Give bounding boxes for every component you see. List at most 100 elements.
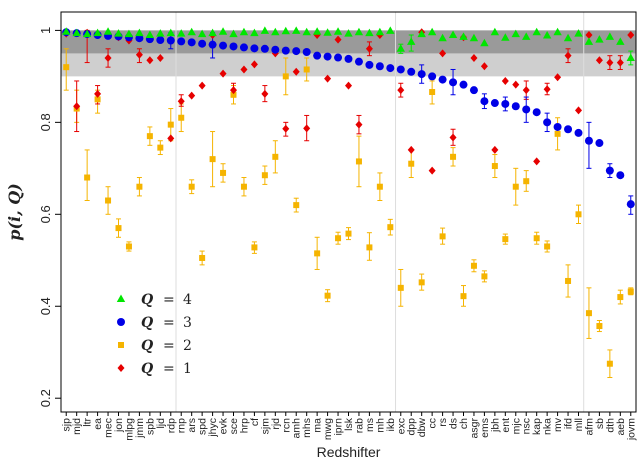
point-q3-dpp bbox=[407, 67, 416, 76]
point-q3-mv bbox=[553, 122, 562, 131]
point-q3-ikb bbox=[386, 64, 395, 73]
point-q4-sjm bbox=[260, 26, 270, 34]
legend: Q = 4 Q = 3 Q = 2 Q = 1 bbox=[116, 292, 192, 377]
point-q2-dth bbox=[606, 360, 613, 367]
point-q4-jmm bbox=[135, 28, 144, 37]
point-q2-mh bbox=[376, 183, 383, 190]
x-tick-label-sjp: sjp bbox=[61, 418, 73, 432]
point-q4-ms bbox=[365, 28, 374, 37]
point-q2-ch bbox=[460, 293, 467, 300]
point-q4-hrp bbox=[239, 27, 249, 36]
point-q1-sce bbox=[230, 86, 237, 95]
point-q3-mhs bbox=[302, 48, 311, 56]
point-q4-cf bbox=[250, 28, 259, 37]
x-tick-label-ent: ent bbox=[500, 418, 512, 433]
point-q2-sb bbox=[596, 323, 603, 330]
point-q4-sjp bbox=[62, 27, 71, 35]
point-q2-jhyc bbox=[209, 156, 216, 163]
point-q2-jon bbox=[115, 225, 122, 232]
x-tick-label-mlpg: mlpg bbox=[123, 418, 135, 441]
point-q4-mh bbox=[375, 27, 385, 36]
point-q1-mv bbox=[554, 73, 562, 82]
point-q2-evk bbox=[220, 169, 227, 176]
point-q2-ljd bbox=[157, 144, 164, 151]
point-q4-spd bbox=[197, 29, 207, 38]
point-q4-lsk bbox=[344, 29, 353, 37]
point-q4-ds bbox=[448, 30, 458, 38]
point-q1-hrp bbox=[240, 65, 248, 74]
legend-eq-q3: = bbox=[163, 315, 175, 331]
point-q2-dbw bbox=[418, 279, 425, 286]
x-tick-label-mjc: mjc bbox=[510, 418, 522, 434]
x-tick-label-rjd: rjd bbox=[270, 418, 282, 430]
legend-prefix-q3: Q bbox=[141, 315, 153, 331]
x-tick-label-mjd: mjd bbox=[71, 418, 83, 435]
point-q3-sce bbox=[229, 42, 238, 51]
x-tick-label-rcn: rcn bbox=[280, 418, 292, 433]
x-tick-label-nka: nka bbox=[542, 418, 554, 435]
point-q4-nsc bbox=[522, 32, 531, 40]
point-q4-jovm bbox=[626, 53, 635, 61]
x-tick-label-ea: ea bbox=[92, 418, 104, 430]
point-q4-mhs bbox=[302, 27, 311, 36]
point-q4-ems bbox=[480, 38, 489, 47]
x-tick-label-kap: kap bbox=[531, 418, 543, 435]
point-q4-mwg bbox=[323, 28, 332, 36]
point-q3-rdp bbox=[166, 36, 175, 45]
point-q1-dth bbox=[606, 58, 614, 67]
point-q2-sce bbox=[230, 91, 237, 98]
x-axis: sjpmjdltreamecjonmlpgjmmspbljdrdprnparss… bbox=[61, 412, 637, 441]
point-q3-dth bbox=[605, 166, 614, 175]
x-tick-label-jhyc: jhyc bbox=[207, 418, 219, 438]
point-q1-mec bbox=[104, 53, 112, 62]
point-q3-cc bbox=[428, 72, 437, 81]
x-tick-label-aeb: aeb bbox=[615, 418, 627, 436]
legend-label-q4: 4 bbox=[183, 292, 192, 308]
point-q2-jovm bbox=[627, 288, 634, 295]
point-q4-iprn bbox=[333, 27, 343, 35]
point-q3-rab bbox=[354, 57, 363, 66]
point-q3-mjc bbox=[511, 102, 520, 111]
point-q1-mll bbox=[575, 106, 582, 115]
point-q3-ljd bbox=[156, 36, 165, 45]
point-q1-rab bbox=[355, 120, 363, 129]
point-q3-nka bbox=[543, 118, 552, 127]
x-tick-label-ikb: ikb bbox=[385, 418, 397, 432]
point-q1-evk bbox=[219, 69, 227, 78]
point-q4-rjd bbox=[271, 27, 280, 36]
point-q4-ent bbox=[501, 33, 510, 41]
point-q4-asgr bbox=[469, 33, 479, 42]
x-tick-label-spb: spb bbox=[144, 418, 156, 435]
x-tick-label-cc: cc bbox=[427, 418, 439, 429]
x-tick-label-rdp: rdp bbox=[165, 418, 177, 433]
x-tick-label-lsk: lsk bbox=[343, 417, 355, 431]
point-q1-ent bbox=[501, 76, 509, 85]
point-q2-rdp bbox=[167, 121, 174, 128]
point-q4-rs bbox=[438, 33, 447, 42]
point-q1-exc bbox=[397, 86, 405, 95]
point-q4-ltr bbox=[82, 29, 92, 38]
point-q4-amh bbox=[292, 26, 301, 34]
y-tick-label-4: 1 bbox=[38, 27, 53, 34]
point-q2-hrp bbox=[240, 183, 247, 190]
point-q3-sb bbox=[595, 139, 604, 148]
point-q2-rnp bbox=[178, 114, 185, 121]
point-q2-spb bbox=[146, 133, 153, 140]
x-tick-label-dth: dth bbox=[604, 418, 616, 433]
x-tick-label-cf: cf bbox=[249, 418, 261, 426]
x-tick-label-rnp: rnp bbox=[176, 418, 188, 433]
point-q1-ems bbox=[480, 62, 488, 71]
point-q4-rdp bbox=[166, 28, 175, 37]
x-tick-label-rs: rs bbox=[437, 418, 449, 427]
point-q2-amh bbox=[293, 202, 300, 209]
point-q3-rs bbox=[438, 75, 447, 84]
point-q1-rs bbox=[439, 49, 447, 58]
point-q3-ems bbox=[480, 97, 489, 106]
point-q1-ljd bbox=[156, 53, 164, 62]
reference-bands bbox=[61, 30, 636, 77]
point-q2-cc bbox=[429, 89, 436, 95]
point-q2-sjp bbox=[63, 64, 70, 71]
x-tick-label-rab: rab bbox=[353, 418, 365, 433]
point-q4-evk bbox=[218, 27, 228, 35]
x-tick-label-ljd: ljd bbox=[155, 418, 167, 429]
